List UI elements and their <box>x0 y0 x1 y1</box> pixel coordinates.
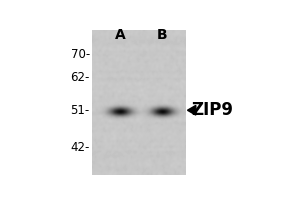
Text: 62-: 62- <box>70 71 90 84</box>
Text: 51-: 51- <box>70 104 90 117</box>
Text: B: B <box>157 28 167 42</box>
Text: ZIP9: ZIP9 <box>191 101 233 119</box>
Polygon shape <box>188 105 196 115</box>
Text: 70-: 70- <box>70 48 90 61</box>
Text: A: A <box>115 28 125 42</box>
Text: 42-: 42- <box>70 141 90 154</box>
